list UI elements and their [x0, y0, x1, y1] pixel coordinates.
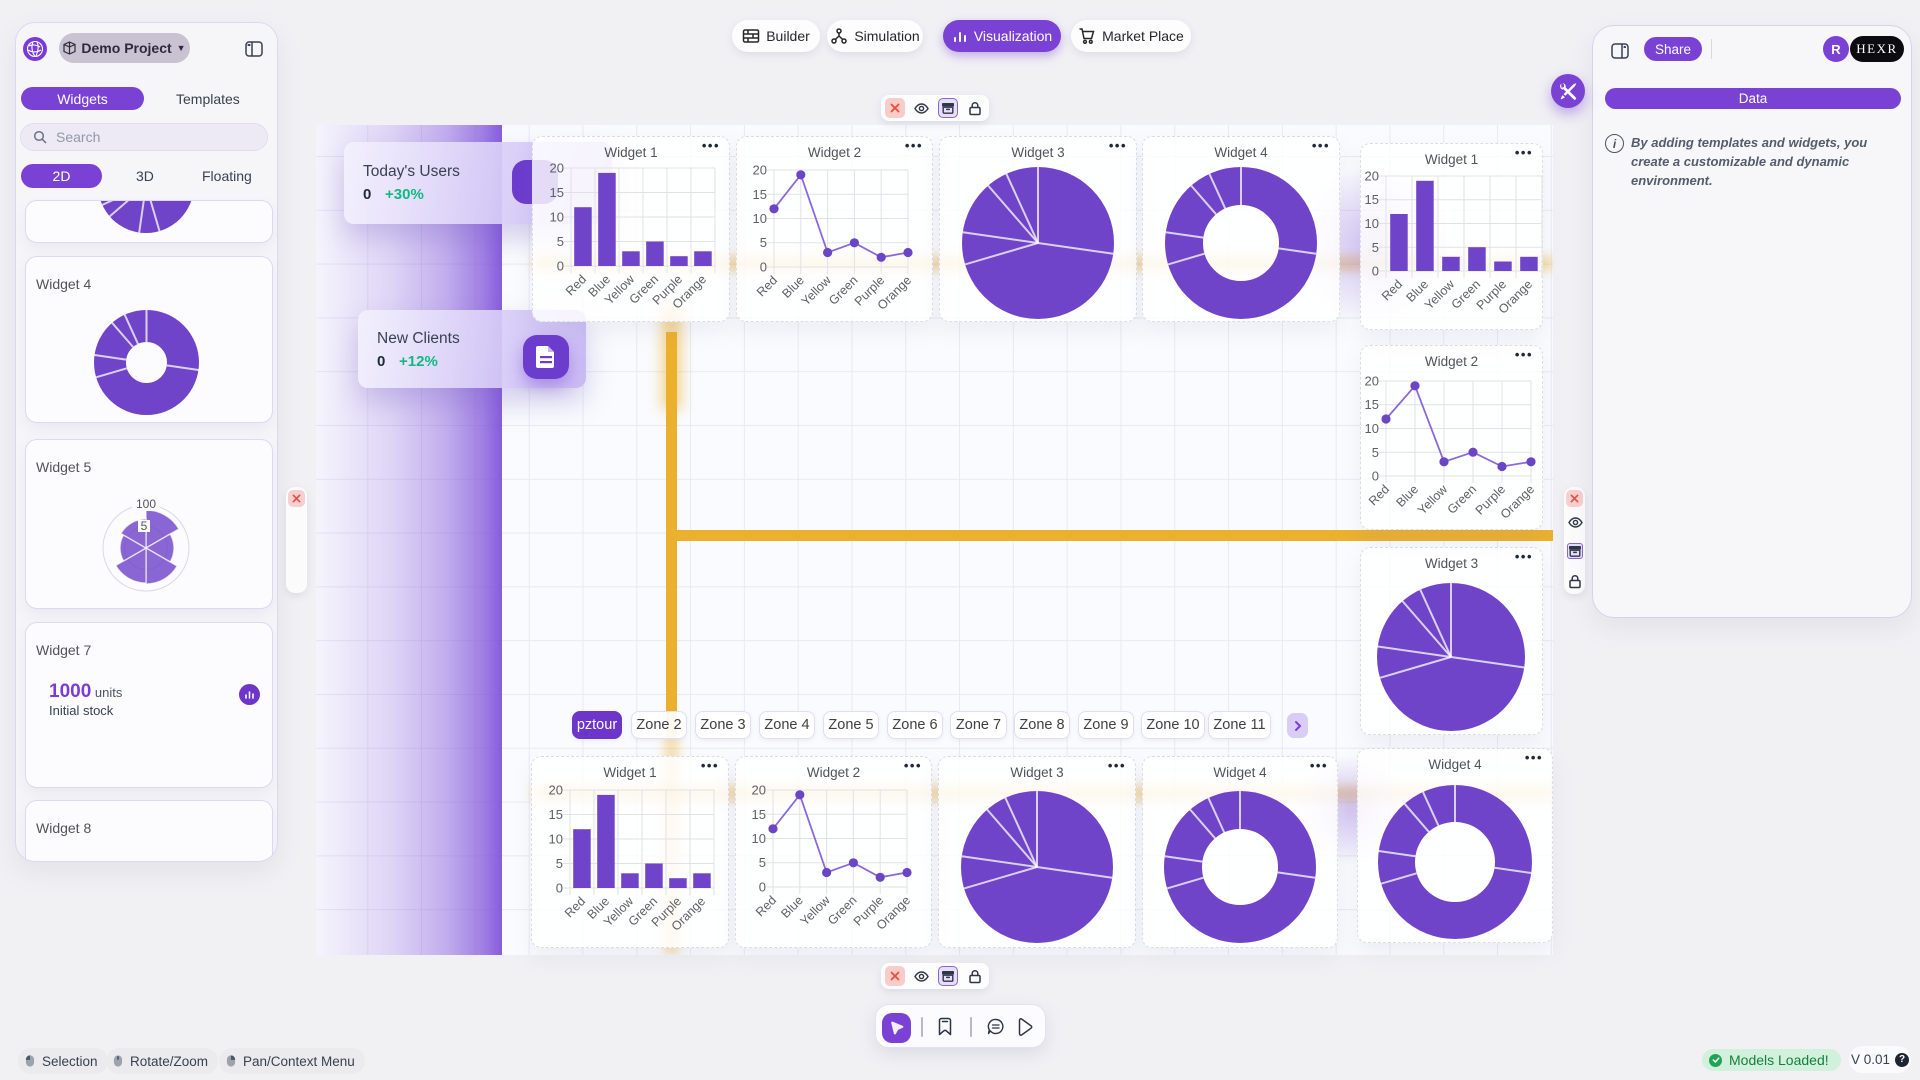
svg-text:Red: Red [562, 894, 588, 920]
svg-text:10: 10 [752, 831, 766, 846]
svg-text:20: 20 [549, 783, 563, 798]
svg-text:Yellow: Yellow [799, 273, 835, 309]
svg-text:15: 15 [549, 807, 563, 822]
svg-text:15: 15 [1365, 397, 1379, 412]
svg-text:0: 0 [556, 881, 563, 896]
svg-text:Yellow: Yellow [1415, 482, 1451, 518]
svg-text:5: 5 [1372, 240, 1379, 255]
svg-text:5: 5 [141, 519, 148, 533]
svg-text:0: 0 [759, 880, 766, 895]
svg-text:Red: Red [563, 272, 589, 298]
svg-text:10: 10 [1365, 421, 1379, 436]
svg-text:10: 10 [1365, 216, 1379, 231]
svg-text:5: 5 [557, 234, 564, 249]
svg-text:100: 100 [136, 497, 156, 511]
svg-text:10: 10 [549, 832, 563, 847]
svg-text:15: 15 [1365, 192, 1379, 207]
svg-text:15: 15 [753, 187, 767, 202]
svg-text:15: 15 [550, 185, 564, 200]
svg-text:0: 0 [1372, 264, 1379, 279]
svg-text:Yellow: Yellow [798, 893, 834, 929]
svg-text:5: 5 [760, 235, 767, 250]
svg-text:Yellow: Yellow [1422, 277, 1458, 313]
svg-text:5: 5 [759, 855, 766, 870]
svg-text:Red: Red [754, 273, 780, 299]
svg-text:Red: Red [753, 893, 779, 919]
svg-text:Red: Red [1379, 277, 1405, 303]
svg-text:20: 20 [752, 783, 766, 798]
svg-text:0: 0 [557, 259, 564, 274]
svg-text:15: 15 [752, 807, 766, 822]
svg-text:10: 10 [753, 211, 767, 226]
svg-text:5: 5 [556, 856, 563, 871]
svg-text:20: 20 [1365, 169, 1379, 184]
svg-text:20: 20 [550, 161, 564, 176]
svg-text:10: 10 [550, 210, 564, 225]
svg-text:0: 0 [1372, 469, 1379, 484]
svg-text:0: 0 [760, 260, 767, 275]
svg-text:5: 5 [1372, 445, 1379, 460]
svg-text:20: 20 [753, 163, 767, 178]
svg-text:20: 20 [1365, 374, 1379, 389]
svg-text:Green: Green [1445, 482, 1479, 516]
svg-text:Red: Red [1366, 482, 1392, 508]
